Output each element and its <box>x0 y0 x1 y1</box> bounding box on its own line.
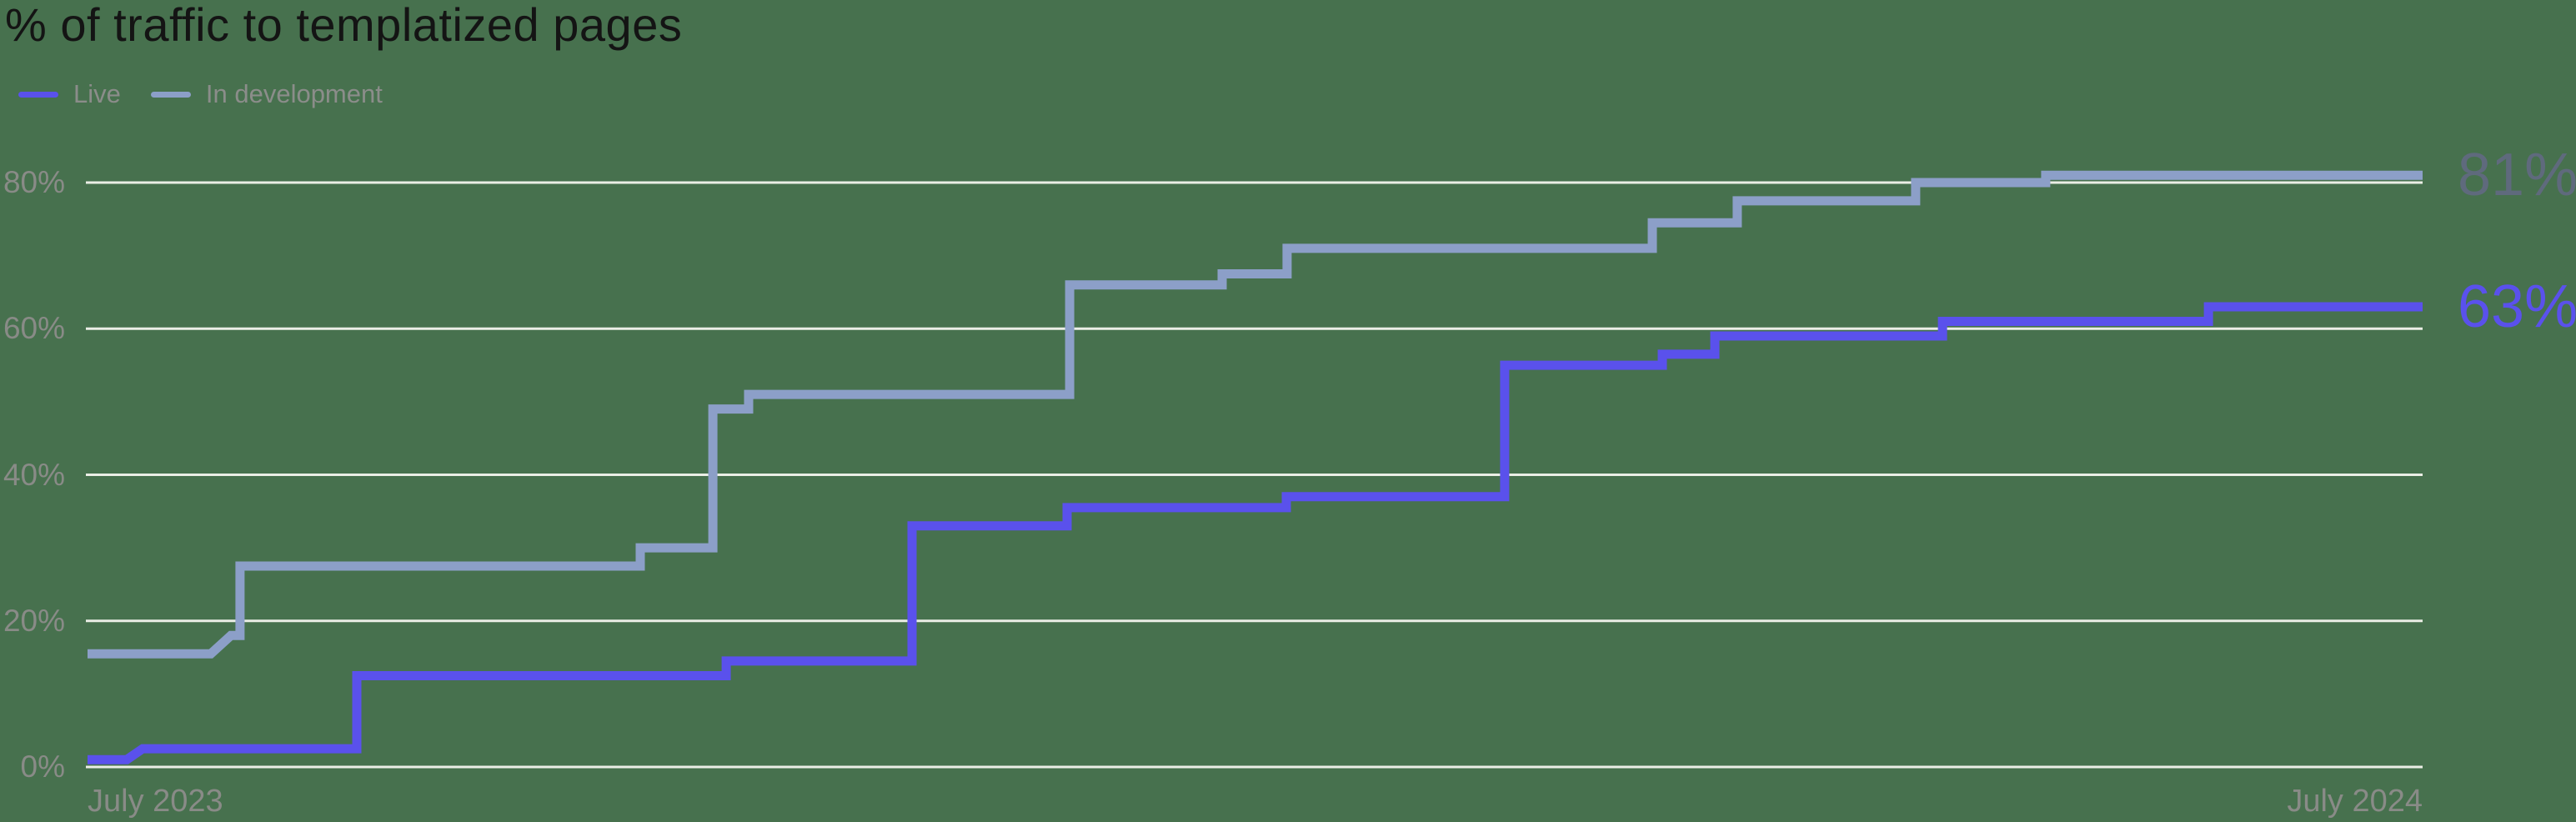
live-series-swatch-icon <box>18 91 58 98</box>
series-line-in-development <box>88 170 2423 659</box>
series-line-live <box>88 302 2423 764</box>
x-axis-label-end: July 2024 <box>2287 784 2423 819</box>
legend: Live In development <box>18 79 383 109</box>
x-axis-label-start: July 2023 <box>88 784 223 819</box>
legend-item-in-development[interactable]: In development <box>150 79 383 109</box>
y-tick-label-80: 80% <box>3 165 65 199</box>
in-development-series-swatch-icon <box>150 91 191 98</box>
chart-title: % of traffic to templatized pages <box>5 0 683 51</box>
legend-label-in-development: In development <box>205 79 383 108</box>
end-label-live: 63% <box>2458 273 2576 340</box>
legend-item-live[interactable]: Live <box>18 79 121 109</box>
y-tick-label-40: 40% <box>3 457 65 492</box>
y-tick-label-60: 60% <box>3 311 65 346</box>
y-tick-label-0: 0% <box>20 749 65 784</box>
legend-label-live: Live <box>73 79 121 108</box>
y-tick-label-20: 20% <box>3 603 65 638</box>
end-label-in-development: 81% <box>2458 142 2576 209</box>
